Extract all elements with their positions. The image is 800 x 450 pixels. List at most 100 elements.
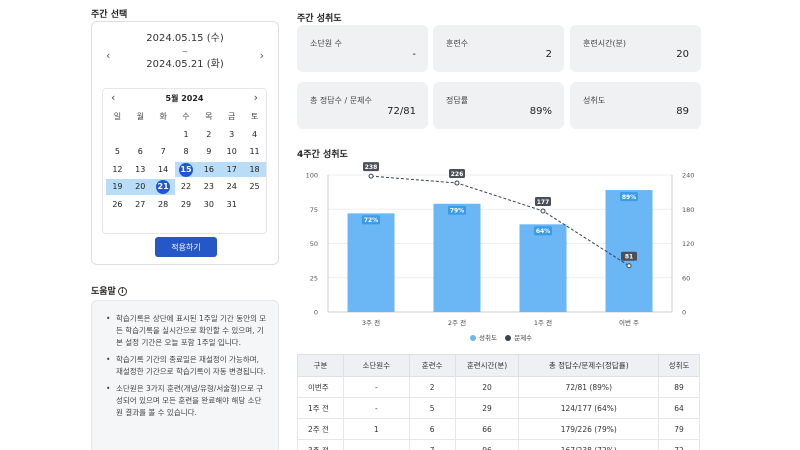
calendar-day[interactable]: 17 (220, 161, 244, 177)
table-cell: 72/81 (89%) (518, 376, 660, 398)
line-point (454, 180, 460, 186)
bar-label-bg (362, 215, 380, 225)
info-icon[interactable]: i (117, 287, 127, 296)
date-picker-calendar: ‹ 5월 2024 › 일 월 화 수 목 금 토 1 2 3 4 5 6 7 8 9 10 11 12 13 14 15… (102, 88, 267, 234)
stat-card-accuracy: 정답률 89% (433, 82, 564, 129)
calendar-day[interactable]: 7 (160, 147, 166, 156)
bar (347, 213, 395, 312)
calendar-day[interactable]: 21 (151, 179, 175, 195)
y-tick-right: 180 (682, 206, 694, 214)
calendar-day[interactable]: 22 (180, 182, 192, 191)
next-month-icon[interactable]: › (253, 91, 258, 104)
stat-card-achievement: 성취도 89 (570, 82, 701, 129)
calendar-day[interactable]: 11 (249, 147, 260, 156)
stat-value: - (412, 49, 416, 60)
calendar-day[interactable]: 13 (135, 164, 146, 174)
table-cell: - (342, 439, 410, 450)
weekday-label: 금 (228, 112, 236, 121)
table-row: 2주 전 1 6 66 179/226 (79%) 79 (297, 418, 700, 440)
calendar-day[interactable]: 27 (135, 199, 146, 209)
calendar-day[interactable]: 4 (252, 129, 258, 139)
calendar-day[interactable]: 8 (183, 147, 189, 156)
calendar-day[interactable]: 25 (249, 182, 260, 191)
calendar-empty (152, 127, 175, 143)
range-start: 2024.05.15 (수) (146, 33, 224, 44)
legend-label: 성취도 (479, 334, 497, 342)
calendar-day[interactable]: 15 (174, 161, 198, 177)
y-tick-left: 75 (310, 206, 318, 214)
stat-label: 훈련시간(분) (583, 39, 627, 48)
calendar-day[interactable]: 30 (203, 199, 214, 209)
calendar-day[interactable]: 12 (112, 164, 123, 174)
calendar-day[interactable]: 1 (183, 129, 189, 139)
calendar-empty (129, 127, 152, 143)
table-cell: 3주 전 (297, 439, 344, 450)
x-tick-label: 3주 전 (362, 318, 380, 327)
stat-value: 89% (529, 106, 552, 117)
legend-label: 문제수 (514, 334, 533, 342)
line-label-bg (621, 251, 637, 261)
stat-label: 훈련수 (446, 39, 469, 48)
calendar-day[interactable]: 18 (243, 161, 266, 177)
table-cell: 29 (454, 397, 520, 419)
next-week-icon[interactable]: › (259, 49, 264, 62)
x-tick-label: 이번 주 (619, 318, 639, 327)
column-header: 성취도 (658, 354, 700, 377)
table-cell: 7 (408, 439, 456, 450)
table-row: 1주 전 - 5 29 124/177 (64%) 64 (297, 397, 700, 419)
table-cell: 79 (658, 418, 700, 440)
bar (433, 203, 481, 312)
calendar-day[interactable]: 28 (158, 199, 169, 209)
stat-card-units: 소단원 수 - (297, 25, 428, 72)
calendar-day[interactable]: 29 (180, 199, 192, 209)
prev-week-icon[interactable]: ‹ (106, 49, 111, 62)
weekday-label: 일 (113, 112, 122, 121)
date-range: 2024.05.15 (수) ~ 2024.05.21 (화) (92, 32, 278, 72)
table-cell: - (342, 376, 410, 398)
table-row: 3주 전 - 7 96 167/238 (72%) 72 (297, 439, 700, 450)
calendar-day[interactable]: 31 (226, 199, 237, 209)
help-item: 학습기록은 상단에 표시된 1주일 기간 동안의 모든 학습기록을 실시간으로 … (106, 313, 268, 349)
table-cell: 이번주 (297, 376, 344, 398)
line-label: 177 (537, 199, 550, 206)
legend-swatch-problems (505, 335, 512, 341)
x-tick-label: 2주 전 (448, 318, 466, 327)
prev-month-icon[interactable]: ‹ (111, 91, 116, 104)
table-cell: 89 (658, 376, 700, 398)
table-cell: 64 (658, 397, 700, 419)
table-cell: 2 (408, 376, 456, 398)
calendar-day[interactable]: 20 (128, 179, 152, 195)
range-end: 2024.05.21 (화) (146, 59, 224, 70)
calendar-day[interactable]: 23 (203, 182, 214, 191)
stat-value: 2 (545, 49, 552, 60)
calendar-day[interactable]: 2 (206, 129, 212, 139)
table-cell: 72 (658, 439, 700, 450)
calendar-day[interactable]: 6 (137, 147, 143, 156)
bar-label: 72% (364, 217, 378, 224)
calendar-day[interactable]: 16 (197, 161, 221, 177)
calendar-day[interactable]: 19 (106, 179, 129, 195)
table-cell: 179/226 (79%) (518, 418, 660, 440)
y-tick-left: 100 (306, 172, 318, 180)
bar-label-bg (534, 226, 552, 236)
achievement-chart: 0 25 50 75 100 0 60 120 180 240 72% 3주 전 79% 2주 전 64% 1… (306, 162, 694, 327)
stat-label: 총 정답수 / 문제수 (310, 96, 372, 105)
calendar-day[interactable]: 14 (158, 164, 169, 174)
y-tick-right: 240 (682, 172, 694, 180)
calendar-day[interactable]: 9 (206, 147, 212, 156)
calendar-day[interactable]: 26 (112, 199, 123, 209)
calendar-day[interactable]: 5 (114, 147, 120, 156)
table-cell: 2주 전 (297, 418, 344, 440)
y-tick-left: 25 (310, 274, 318, 282)
help-item: 소단원은 3가지 훈련(개념/유형/서술형)으로 구성되어 있으며 모든 훈련을… (106, 383, 268, 419)
weekday-label: 화 (159, 112, 167, 121)
table-cell: 1 (342, 418, 410, 440)
table-row: 이번주 - 2 20 72/81 (89%) 89 (297, 376, 700, 398)
problems-line (370, 175, 630, 267)
line-label: 238 (365, 164, 378, 171)
calendar-day[interactable]: 10 (226, 147, 237, 156)
calendar-day[interactable]: 24 (226, 182, 237, 191)
y-tick-left: 50 (310, 240, 318, 248)
calendar-day[interactable]: 3 (229, 129, 235, 139)
apply-button[interactable]: 적용하기 (155, 237, 217, 257)
